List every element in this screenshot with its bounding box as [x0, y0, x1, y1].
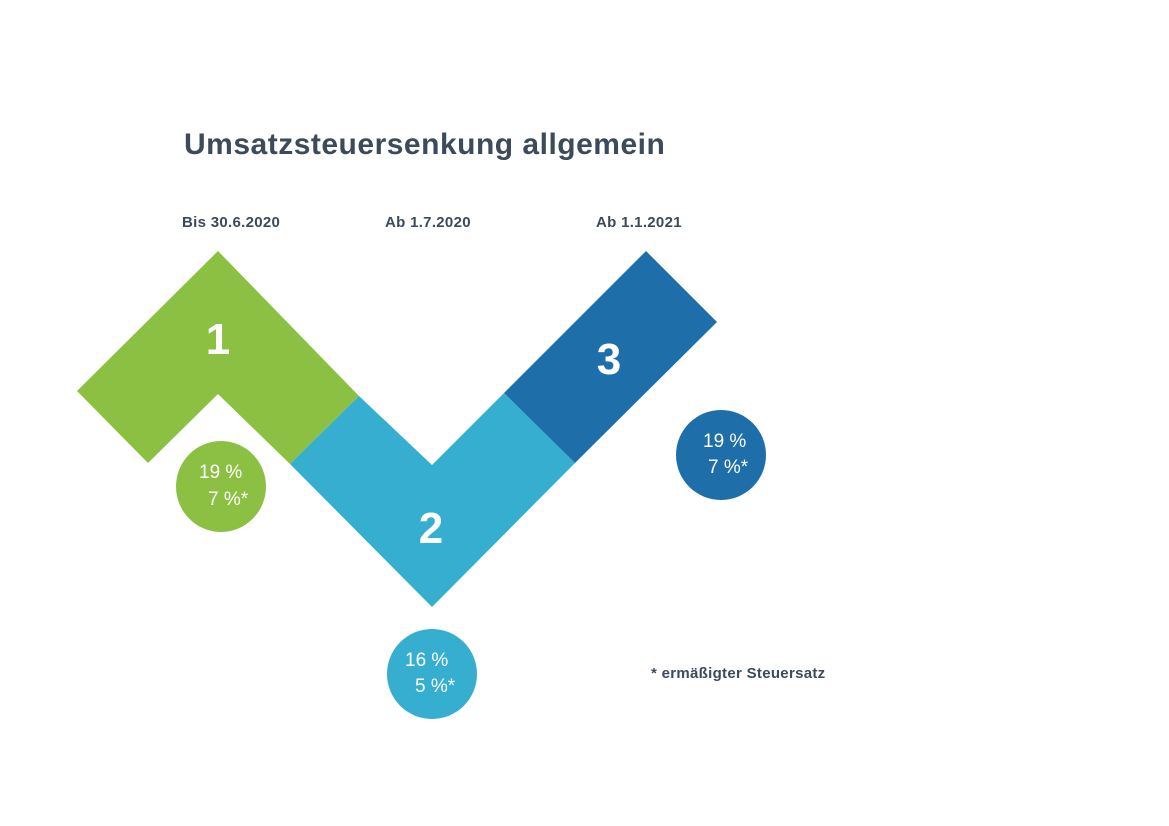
segment-3-shape [504, 251, 717, 463]
footnote: * ermäßigter Steuersatz [651, 665, 826, 682]
rate-reduced-2: 5 %* [415, 676, 456, 697]
period-label-1: Bis 30.6.2020 [182, 214, 281, 231]
period-label-2: Ab 1.7.2020 [385, 214, 471, 231]
rate-standard-2: 16 % [405, 649, 449, 671]
segment-1-shape [77, 251, 359, 464]
diagram-title: Umsatzsteuersenkung allgemein [184, 128, 666, 161]
segment-1-number: 1 [206, 315, 230, 364]
rate-circle-3: 19 % 7 %* [676, 410, 766, 500]
rate-reduced-3: 7 %* [708, 457, 749, 478]
period-label-3: Ab 1.1.2021 [596, 214, 682, 231]
rate-standard-1: 19 % [199, 462, 243, 484]
rate-circle-1: 19 % 7 %* [176, 441, 266, 532]
rate-circle-2: 16 % 5 %* [387, 629, 477, 719]
segment-3-number: 3 [597, 335, 621, 384]
segment-2-number: 2 [419, 504, 443, 553]
rate-reduced-1: 7 %* [208, 488, 249, 510]
rate-standard-3: 19 % [703, 430, 747, 452]
segment-2-shape [290, 393, 575, 607]
